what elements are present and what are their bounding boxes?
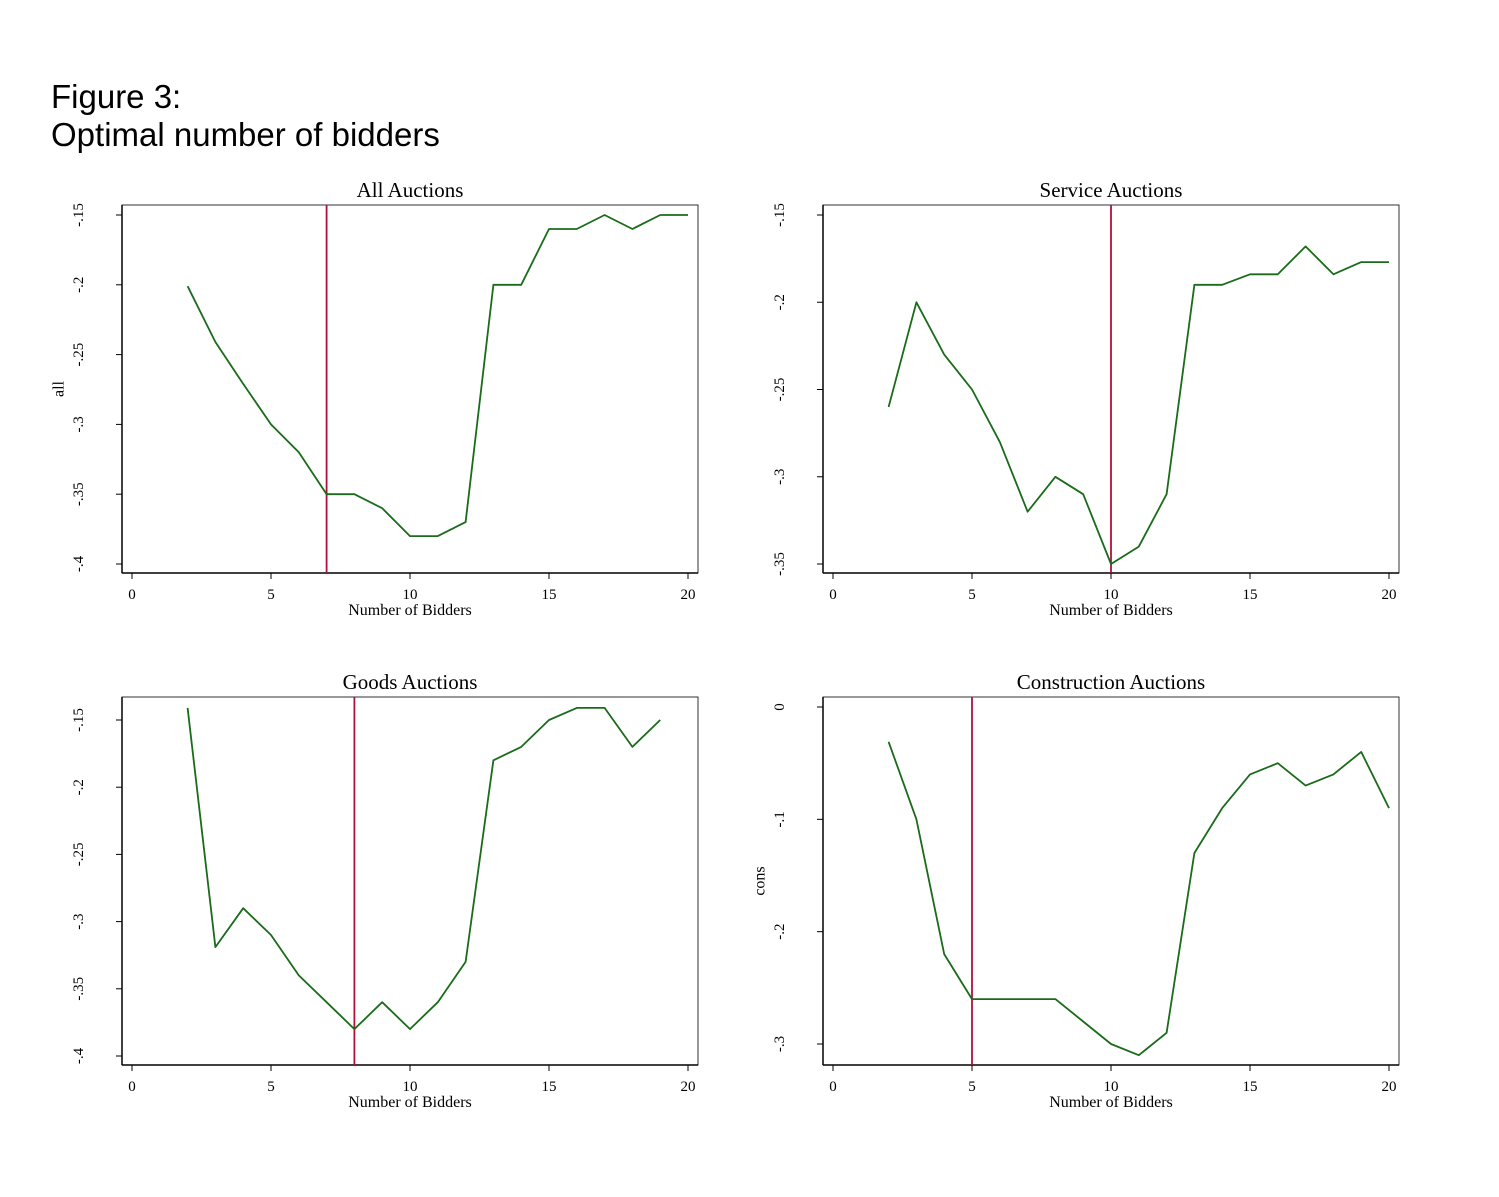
y-tick-label: -.3 xyxy=(71,913,87,929)
x-tick-label: 10 xyxy=(1104,1079,1119,1095)
series-line xyxy=(887,741,1390,1057)
series-line xyxy=(186,214,688,537)
chart-title: Goods Auctions xyxy=(343,670,478,694)
chart-panel-3: Goods Auctions 0 5 10 15 20 -.4 -.35 -.3 -.25 -.2 -… xyxy=(71,670,699,1111)
x-tick-label: 15 xyxy=(1243,1079,1258,1095)
figure-caption: Optimal number of bidders xyxy=(51,116,440,153)
y-tick-label: -.2 xyxy=(772,294,788,310)
x-tick-label: 20 xyxy=(1382,1079,1397,1095)
x-tick-label: 10 xyxy=(403,1079,418,1095)
x-axis-label: Number of Bidders xyxy=(1049,1094,1173,1111)
y-tick-label: -.3 xyxy=(71,416,87,432)
chart-title: All Auctions xyxy=(357,178,464,202)
x-tick-label: 5 xyxy=(267,1079,275,1095)
figure-title: Figure 3: Optimal number of bidders xyxy=(51,78,440,154)
x-tick-label: 0 xyxy=(829,587,837,603)
y-tick-label: -.15 xyxy=(71,708,87,732)
x-tick-label: 20 xyxy=(681,1079,696,1095)
x-axis-label: Number of Bidders xyxy=(348,602,472,619)
y-tick-label: -.2 xyxy=(772,924,788,940)
plot-frame xyxy=(822,696,1400,1066)
y-tick-label: -.15 xyxy=(772,203,788,227)
x-axis-label: Number of Bidders xyxy=(348,1094,472,1111)
x-tick-label: 15 xyxy=(542,587,557,603)
x-axis-label: Number of Bidders xyxy=(1049,602,1173,619)
chart-title: Construction Auctions xyxy=(1017,670,1205,694)
y-tick-label: -.35 xyxy=(71,482,87,506)
y-tick-label: -.3 xyxy=(772,469,788,485)
y-tick-label: -.35 xyxy=(772,552,788,576)
x-tick-label: 0 xyxy=(829,1079,837,1095)
x-tick-label: 10 xyxy=(1104,587,1119,603)
y-tick-label: -.25 xyxy=(71,343,87,367)
chart-panel-4: Construction Auctions 0 5 10 15 20 -.3 -.2 -.1 0 N… xyxy=(752,670,1400,1111)
x-tick-label: 5 xyxy=(968,1079,976,1095)
x-tick-label: 5 xyxy=(267,587,275,603)
x-tick-label: 0 xyxy=(128,587,136,603)
x-tick-label: 20 xyxy=(681,587,696,603)
x-tick-label: 15 xyxy=(542,1079,557,1095)
x-tick-label: 0 xyxy=(128,1079,136,1095)
chart-panel-1: All Auctions 0 5 10 15 20 -.4 -.35 -.3 -.25 -.2 -.1… xyxy=(51,178,699,619)
y-tick-label: 0 xyxy=(772,703,788,711)
x-tick-label: 15 xyxy=(1243,587,1258,603)
x-tick-label: 10 xyxy=(403,587,418,603)
y-axis-label: cons xyxy=(752,866,769,895)
y-tick-label: -.15 xyxy=(71,203,87,227)
series-line xyxy=(186,707,661,1030)
y-tick-label: -.4 xyxy=(71,555,87,572)
y-tick-label: -.4 xyxy=(71,1047,87,1064)
series-line xyxy=(887,245,1389,565)
y-tick-label: -.25 xyxy=(772,378,788,402)
chart-title: Service Auctions xyxy=(1040,178,1183,202)
figure-number: Figure 3: xyxy=(51,78,182,115)
x-tick-label: 5 xyxy=(968,587,976,603)
y-tick-label: -.35 xyxy=(71,977,87,1001)
y-tick-label: -.2 xyxy=(71,277,87,293)
y-tick-label: -.3 xyxy=(772,1036,788,1052)
chart-panel-2: Service Auctions 0 5 10 15 20 -.35 -.3 -.25 -.2 -.… xyxy=(772,178,1400,619)
y-tick-label: -.2 xyxy=(71,779,87,795)
plot-frame xyxy=(121,204,699,574)
y-tick-label: -.1 xyxy=(772,811,788,827)
y-axis-label: all xyxy=(51,380,68,397)
x-tick-label: 20 xyxy=(1382,587,1397,603)
y-tick-label: -.25 xyxy=(71,843,87,867)
